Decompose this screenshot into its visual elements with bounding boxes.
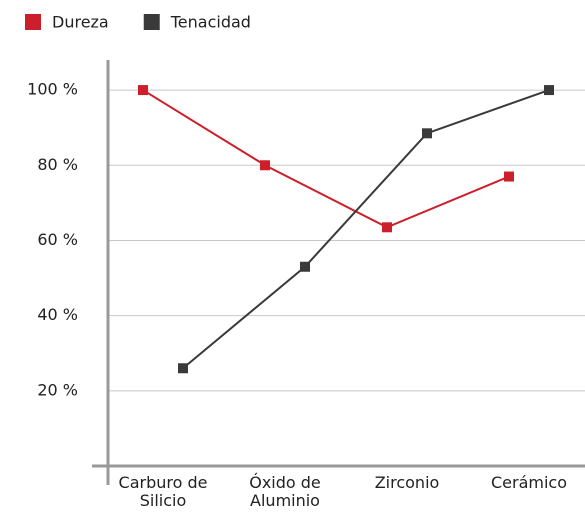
legend-label: Tenacidad [170, 13, 251, 32]
point [138, 85, 148, 96]
x-tick-label: Óxido de Aluminio [249, 473, 321, 510]
point [382, 222, 392, 233]
y-tick-label: 100 % [27, 80, 78, 99]
x-tick-label: Cerámico [490, 473, 567, 492]
series-line [182, 89, 550, 370]
legend-label: Dureza [52, 13, 109, 32]
legend-swatch [143, 14, 160, 30]
x-tick-label: Zirconio [374, 473, 440, 492]
x-tick-label: Carburo de Silicio [118, 473, 208, 510]
y-tick-label: 20 % [37, 380, 78, 399]
point [504, 171, 514, 182]
y-tick-label: 40 % [37, 305, 78, 324]
y-tick-label: 80 % [37, 155, 78, 174]
legend-swatch [25, 14, 41, 30]
point [422, 128, 432, 139]
point [300, 261, 310, 272]
series-line [142, 89, 510, 229]
point [544, 85, 554, 96]
point [178, 363, 188, 374]
point [260, 160, 270, 171]
y-tick-label: 60 % [37, 230, 78, 249]
